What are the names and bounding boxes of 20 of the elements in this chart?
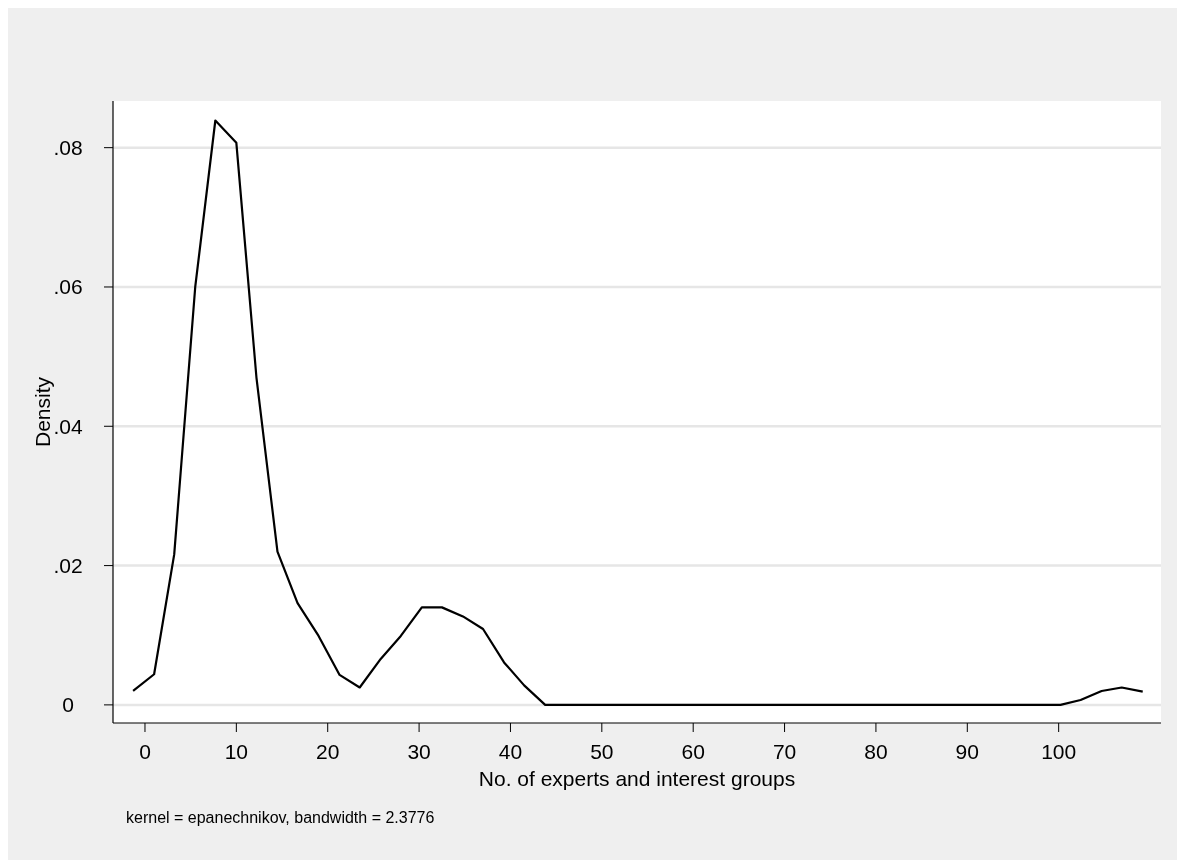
x-tick-label: 100 (1041, 740, 1077, 763)
x-tick-label: 10 (224, 740, 249, 763)
text: kernel = epanechnikov, bandwidth = 2.3776 (126, 809, 435, 826)
x-tick-label: 0 (139, 740, 151, 763)
x-axis-title: No. of experts and interest groups (478, 767, 796, 790)
y-tick-label: .02 (53, 553, 83, 577)
x-tick-label: 30 (407, 740, 431, 763)
x-tick-label: 60 (681, 740, 705, 763)
x-tick-label: 40 (498, 740, 523, 763)
y-tick-label: .06 (53, 275, 83, 299)
y-axis-title: Density (31, 376, 54, 448)
line-series (132, 119, 1144, 706)
x-tick-label: 70 (772, 740, 797, 763)
x-tick-label: 20 (316, 740, 340, 763)
y-tick-label: 0 (62, 693, 74, 717)
x-tick-label: 90 (955, 740, 979, 763)
y-tick-label: .04 (53, 414, 83, 438)
y-tick-label: .08 (53, 136, 83, 160)
x-tick-label: 50 (590, 740, 614, 763)
x-tick-label: 80 (864, 740, 888, 763)
